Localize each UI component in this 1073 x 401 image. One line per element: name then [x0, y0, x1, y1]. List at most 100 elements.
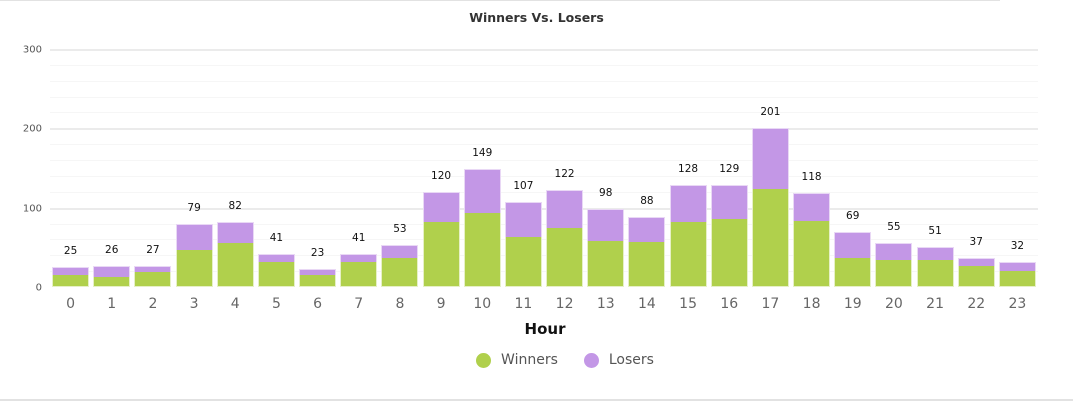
stacked-bar[interactable]	[916, 246, 954, 287]
bar-group-hour-13[interactable]: 98	[585, 49, 626, 287]
losers-segment[interactable]	[52, 267, 90, 276]
winners-segment[interactable]	[52, 275, 90, 287]
stacked-bar[interactable]	[463, 168, 501, 287]
losers-segment[interactable]	[299, 268, 337, 276]
bar-group-hour-3[interactable]: 79	[174, 49, 215, 287]
winners-segment[interactable]	[340, 262, 378, 287]
losers-segment[interactable]	[710, 184, 748, 219]
bar-group-hour-11[interactable]: 107	[503, 49, 544, 287]
bar-group-hour-10[interactable]: 149	[462, 49, 503, 287]
winners-segment[interactable]	[669, 221, 707, 287]
bar-group-hour-5[interactable]: 41	[256, 49, 297, 287]
stacked-bar[interactable]	[587, 209, 625, 287]
winners-segment[interactable]	[93, 276, 131, 287]
losers-segment[interactable]	[587, 209, 625, 241]
losers-segment[interactable]	[216, 221, 254, 243]
bar-group-hour-18[interactable]: 118	[791, 49, 832, 287]
stacked-bar[interactable]	[875, 243, 913, 287]
losers-segment[interactable]	[340, 254, 378, 263]
stacked-bar[interactable]	[216, 221, 254, 287]
winners-segment[interactable]	[546, 227, 584, 287]
stacked-bar[interactable]	[134, 265, 172, 287]
bar-group-hour-9[interactable]: 120	[421, 49, 462, 287]
stacked-bar[interactable]	[422, 191, 460, 287]
bar-group-hour-1[interactable]: 26	[91, 49, 132, 287]
stacked-bar[interactable]	[546, 190, 584, 287]
bar-group-hour-4[interactable]: 82	[215, 49, 256, 287]
winners-segment[interactable]	[175, 249, 213, 287]
stacked-bar[interactable]	[175, 224, 213, 287]
stacked-bar[interactable]	[340, 254, 378, 287]
bar-group-hour-20[interactable]: 55	[873, 49, 914, 287]
winners-segment[interactable]	[710, 218, 748, 287]
winners-segment[interactable]	[463, 213, 501, 287]
losers-segment[interactable]	[381, 244, 419, 259]
losers-segment[interactable]	[504, 202, 542, 238]
bar-group-hour-16[interactable]: 129	[709, 49, 750, 287]
winners-segment[interactable]	[751, 188, 789, 287]
winners-segment[interactable]	[628, 241, 666, 287]
losers-segment[interactable]	[257, 254, 295, 263]
bar-group-hour-6[interactable]: 23	[297, 49, 338, 287]
bar-group-hour-22[interactable]: 37	[956, 49, 997, 287]
bar-group-hour-19[interactable]: 69	[832, 49, 873, 287]
bar-group-hour-14[interactable]: 88	[626, 49, 667, 287]
stacked-bar[interactable]	[257, 254, 295, 287]
stacked-bar[interactable]	[93, 266, 131, 287]
winners-segment[interactable]	[875, 260, 913, 287]
winners-segment[interactable]	[998, 271, 1036, 287]
stacked-bar[interactable]	[669, 185, 707, 287]
losers-segment[interactable]	[463, 168, 501, 214]
stacked-bar[interactable]	[793, 193, 831, 287]
losers-segment[interactable]	[93, 266, 131, 277]
bar-group-hour-8[interactable]: 53	[379, 49, 420, 287]
bar-group-hour-0[interactable]: 25	[50, 49, 91, 287]
winners-segment[interactable]	[504, 237, 542, 287]
stacked-bar[interactable]	[381, 244, 419, 287]
bar-group-hour-15[interactable]: 128	[668, 49, 709, 287]
bar-group-hour-21[interactable]: 51	[915, 49, 956, 287]
winners-segment[interactable]	[587, 240, 625, 287]
losers-segment[interactable]	[422, 191, 460, 222]
stacked-bar[interactable]	[628, 217, 666, 287]
winners-segment[interactable]	[793, 221, 831, 287]
bar-group-hour-12[interactable]: 122	[544, 49, 585, 287]
minor-gridline	[50, 160, 1038, 162]
losers-segment[interactable]	[793, 193, 831, 222]
winners-segment[interactable]	[299, 275, 337, 287]
winners-segment[interactable]	[216, 242, 254, 287]
losers-segment[interactable]	[916, 246, 954, 261]
losers-segment[interactable]	[751, 127, 789, 189]
bar-group-hour-2[interactable]: 27	[132, 49, 173, 287]
stacked-bar[interactable]	[299, 268, 337, 287]
losers-segment[interactable]	[175, 224, 213, 250]
stacked-bar[interactable]	[957, 257, 995, 287]
losers-segment[interactable]	[957, 257, 995, 267]
winners-segment[interactable]	[834, 258, 872, 287]
winners-segment[interactable]	[257, 262, 295, 287]
x-tick-label: 5	[271, 296, 281, 312]
winners-segment[interactable]	[134, 271, 172, 287]
losers-segment[interactable]	[628, 217, 666, 242]
legend-item-winners[interactable]: Winners	[476, 352, 558, 368]
bar-group-hour-17[interactable]: 201	[750, 49, 791, 287]
losers-segment[interactable]	[669, 185, 707, 222]
losers-segment[interactable]	[834, 232, 872, 259]
losers-segment[interactable]	[134, 265, 172, 272]
bar-group-hour-23[interactable]: 32	[997, 49, 1038, 287]
winners-segment[interactable]	[957, 266, 995, 287]
stacked-bar[interactable]	[52, 267, 90, 287]
winners-segment[interactable]	[422, 221, 460, 287]
bar-group-hour-7[interactable]: 41	[338, 49, 379, 287]
winners-segment[interactable]	[381, 258, 419, 287]
losers-segment[interactable]	[875, 243, 913, 261]
stacked-bar[interactable]	[710, 184, 748, 287]
stacked-bar[interactable]	[504, 202, 542, 287]
winners-segment[interactable]	[916, 260, 954, 287]
stacked-bar[interactable]	[834, 232, 872, 287]
losers-segment[interactable]	[546, 190, 584, 228]
losers-segment[interactable]	[998, 261, 1036, 272]
stacked-bar[interactable]	[751, 127, 789, 287]
stacked-bar[interactable]	[998, 261, 1036, 287]
legend-item-losers[interactable]: Losers	[583, 352, 654, 368]
